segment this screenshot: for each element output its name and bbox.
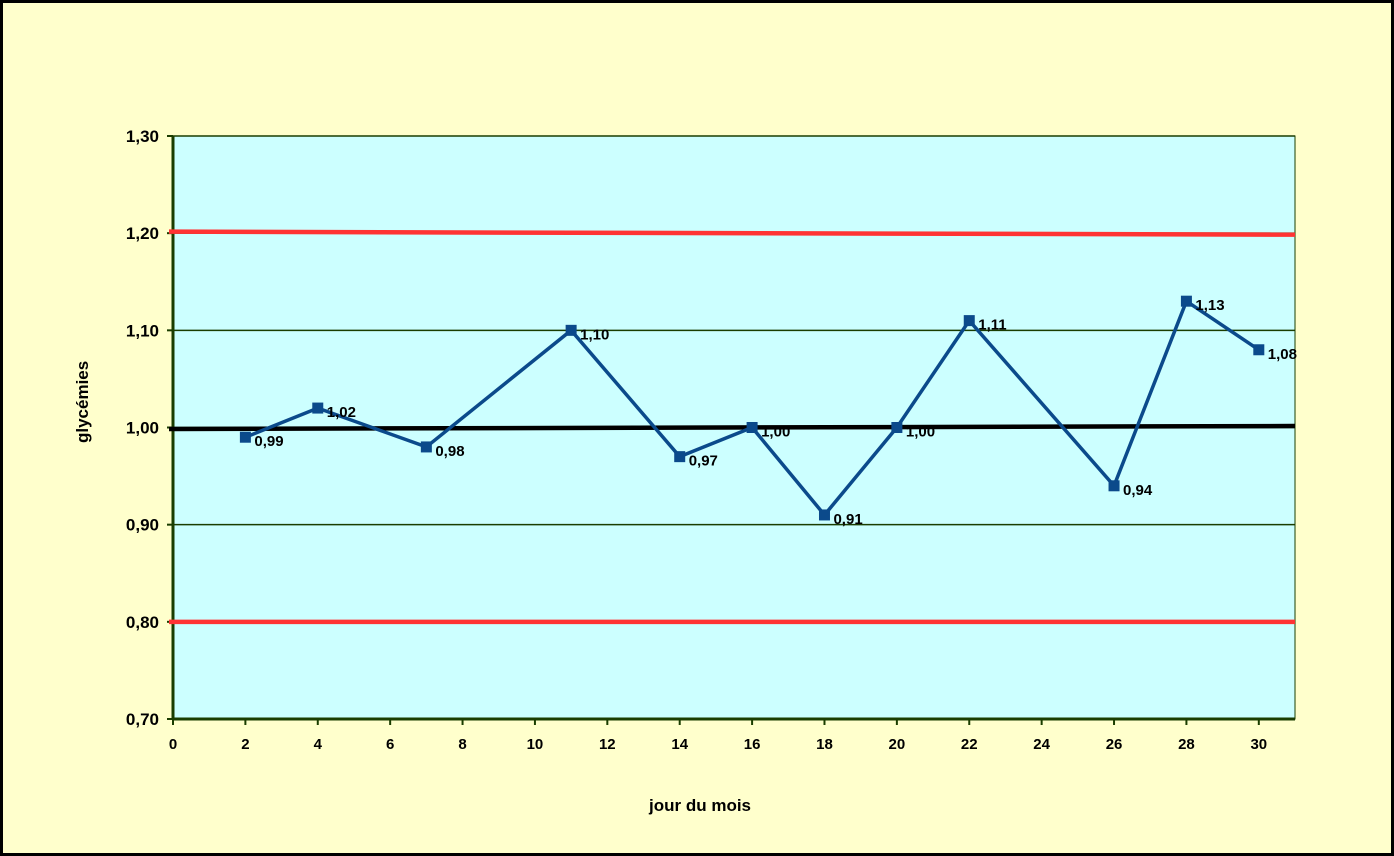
y-tick-label: 1,10 xyxy=(126,321,159,340)
data-point xyxy=(239,431,251,443)
data-point xyxy=(746,422,758,433)
x-tick-label: 18 xyxy=(816,736,833,753)
x-tick-label: 28 xyxy=(1178,736,1195,753)
data-label: 1,08 xyxy=(1268,346,1297,363)
data-label: 1,10 xyxy=(580,326,609,343)
x-tick-label: 2 xyxy=(241,736,249,753)
y-tick-label: 1,20 xyxy=(126,224,159,243)
y-axis-label: glycémies xyxy=(73,360,92,443)
data-point xyxy=(312,402,324,414)
y-tick-label: 0,80 xyxy=(126,613,159,632)
data-label: 0,91 xyxy=(833,511,862,528)
x-tick-label: 24 xyxy=(1033,736,1050,753)
x-axis-label: jour du mois xyxy=(649,796,751,815)
y-tick-label: 0,70 xyxy=(126,710,159,729)
data-point xyxy=(420,441,432,453)
reference-line xyxy=(168,423,1296,432)
x-tick-label: 6 xyxy=(386,736,394,753)
data-point xyxy=(818,509,830,521)
x-tick-label: 14 xyxy=(671,736,688,753)
data-label: 1,13 xyxy=(1195,297,1224,314)
x-tick-label: 12 xyxy=(599,736,616,753)
x-tick-label: 26 xyxy=(1106,736,1123,753)
x-tick-label: 20 xyxy=(889,736,906,753)
y-tick-label: 1,30 xyxy=(126,127,159,146)
x-tick-label: 8 xyxy=(458,736,466,753)
data-point xyxy=(963,315,975,327)
x-tick-label: 30 xyxy=(1250,736,1267,753)
data-point xyxy=(1180,295,1192,307)
data-label: 0,94 xyxy=(1123,482,1153,499)
reference-line xyxy=(168,229,1296,237)
y-tick-label: 0,90 xyxy=(126,516,159,535)
data-point xyxy=(1108,480,1120,492)
series-line xyxy=(244,298,1260,518)
data-point xyxy=(565,324,577,336)
data-label: 1,02 xyxy=(327,404,356,421)
y-tick-label: 1,00 xyxy=(126,419,159,438)
x-tick-label: 22 xyxy=(961,736,978,753)
x-tick-label: 10 xyxy=(527,736,544,753)
data-point xyxy=(674,451,686,463)
data-label: 0,97 xyxy=(689,453,718,470)
line-chart: 0,700,800,901,001,101,201,300 2 4 6 8 10 12 14 1… xyxy=(126,127,1297,753)
data-point xyxy=(1253,344,1265,356)
x-tick-label: 0 xyxy=(169,736,177,753)
data-label: 0,98 xyxy=(435,443,464,460)
data-label: 1,11 xyxy=(978,317,1006,334)
data-label: 1,00 xyxy=(761,424,790,441)
data-label: 1,00 xyxy=(906,424,935,441)
data-label: 0,99 xyxy=(254,433,283,450)
x-tick-label: 16 xyxy=(744,736,761,753)
x-tick-label: 4 xyxy=(314,736,323,753)
data-point xyxy=(891,422,903,433)
